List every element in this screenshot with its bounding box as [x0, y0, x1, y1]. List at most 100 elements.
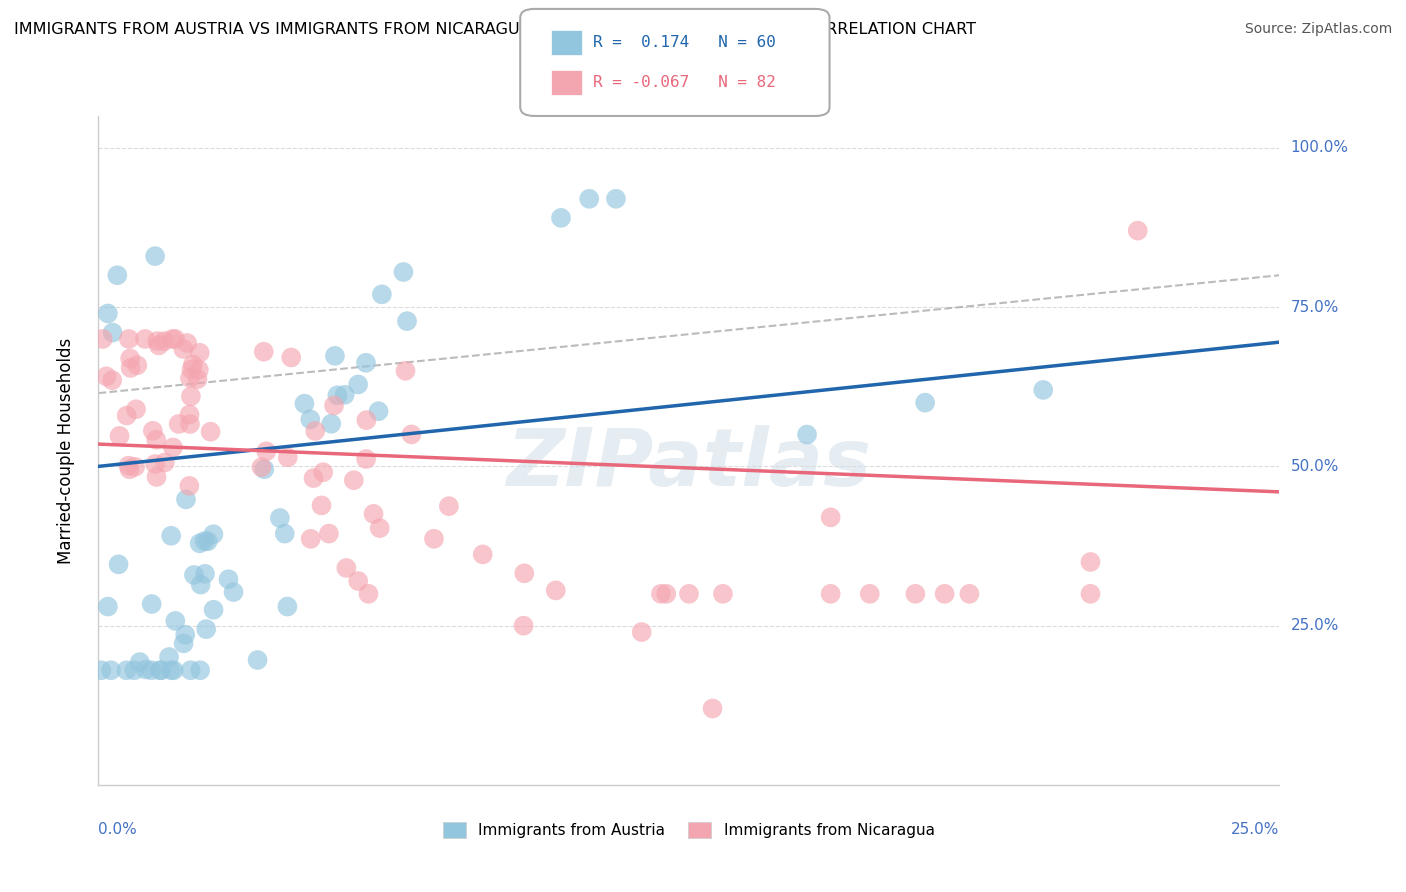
Point — [118, 332, 141, 346]
Point — [122, 663, 145, 677]
Point — [401, 427, 423, 442]
Point — [180, 663, 202, 677]
Point — [172, 342, 194, 356]
Point — [363, 507, 385, 521]
Point — [326, 388, 349, 402]
Point — [299, 532, 322, 546]
Point — [96, 369, 118, 384]
Point — [188, 345, 211, 359]
Text: ZIPatlas: ZIPatlas — [506, 425, 872, 503]
Point — [167, 417, 190, 431]
Point — [157, 650, 180, 665]
Point — [176, 336, 198, 351]
Point — [193, 534, 215, 549]
Point — [354, 356, 377, 370]
Point — [311, 499, 333, 513]
Point — [97, 306, 120, 320]
Text: 50.0%: 50.0% — [1291, 458, 1339, 474]
Point — [605, 192, 627, 206]
Point — [1032, 383, 1054, 397]
Point — [97, 599, 120, 614]
Point — [108, 429, 131, 443]
Point — [179, 408, 201, 422]
Point — [368, 521, 391, 535]
Text: Source: ZipAtlas.com: Source: ZipAtlas.com — [1244, 22, 1392, 37]
Point — [1080, 587, 1102, 601]
Point — [197, 534, 219, 549]
Point — [124, 459, 146, 474]
Point — [100, 663, 122, 677]
Point — [957, 587, 980, 601]
Point — [914, 395, 936, 409]
Point — [143, 249, 166, 263]
Legend: Immigrants from Austria, Immigrants from Nicaragua: Immigrants from Austria, Immigrants from… — [437, 816, 941, 844]
Point — [115, 663, 138, 677]
Point — [143, 457, 166, 471]
Point — [200, 425, 222, 439]
Point — [280, 351, 302, 365]
Point — [796, 427, 818, 442]
Point — [276, 599, 298, 614]
Point — [118, 462, 141, 476]
Point — [711, 587, 734, 601]
Point — [141, 663, 163, 677]
Point — [820, 587, 842, 601]
Point — [343, 473, 366, 487]
Point — [655, 587, 678, 601]
Point — [269, 511, 291, 525]
Point — [396, 314, 419, 328]
Point — [347, 574, 370, 588]
Point — [115, 409, 138, 423]
Point — [190, 577, 212, 591]
Point — [318, 526, 340, 541]
Point — [392, 265, 415, 279]
Point — [180, 362, 202, 376]
Point — [202, 603, 225, 617]
Point — [471, 547, 494, 561]
Point — [367, 404, 389, 418]
Point — [630, 625, 652, 640]
Point — [174, 628, 197, 642]
Point — [253, 462, 276, 476]
Point — [160, 529, 183, 543]
Text: R = -0.067   N = 82: R = -0.067 N = 82 — [593, 75, 776, 89]
Text: 25.0%: 25.0% — [1291, 618, 1339, 633]
Text: 25.0%: 25.0% — [1232, 822, 1279, 837]
Point — [120, 360, 142, 375]
Point — [145, 433, 167, 447]
Point — [356, 413, 378, 427]
Point — [274, 526, 297, 541]
Text: 75.0%: 75.0% — [1291, 300, 1339, 315]
Point — [347, 377, 370, 392]
Point — [117, 458, 139, 473]
Point — [254, 444, 277, 458]
Point — [294, 397, 316, 411]
Text: 0.0%: 0.0% — [98, 822, 138, 837]
Point — [146, 334, 169, 348]
Point — [153, 334, 176, 348]
Point — [101, 373, 124, 387]
Point — [105, 268, 128, 283]
Point — [188, 663, 211, 677]
Point — [187, 363, 209, 377]
Point — [135, 662, 157, 676]
Point — [179, 417, 201, 431]
Point — [253, 344, 276, 359]
Text: R =  0.174   N = 60: R = 0.174 N = 60 — [593, 36, 776, 50]
Y-axis label: Married-couple Households: Married-couple Households — [56, 337, 75, 564]
Point — [180, 389, 202, 403]
Point — [149, 663, 172, 677]
Point — [194, 566, 217, 581]
Point — [423, 532, 446, 546]
Point — [120, 351, 142, 366]
Point — [101, 326, 124, 340]
Point — [179, 371, 201, 385]
Point — [145, 470, 167, 484]
Point — [323, 399, 346, 413]
Text: IMMIGRANTS FROM AUSTRIA VS IMMIGRANTS FROM NICARAGUA MARRIED-COUPLE HOUSEHOLDS C: IMMIGRANTS FROM AUSTRIA VS IMMIGRANTS FR… — [14, 22, 976, 37]
Point — [165, 332, 187, 346]
Point — [354, 452, 377, 467]
Point — [141, 597, 163, 611]
Point — [1126, 224, 1149, 238]
Point — [1080, 555, 1102, 569]
